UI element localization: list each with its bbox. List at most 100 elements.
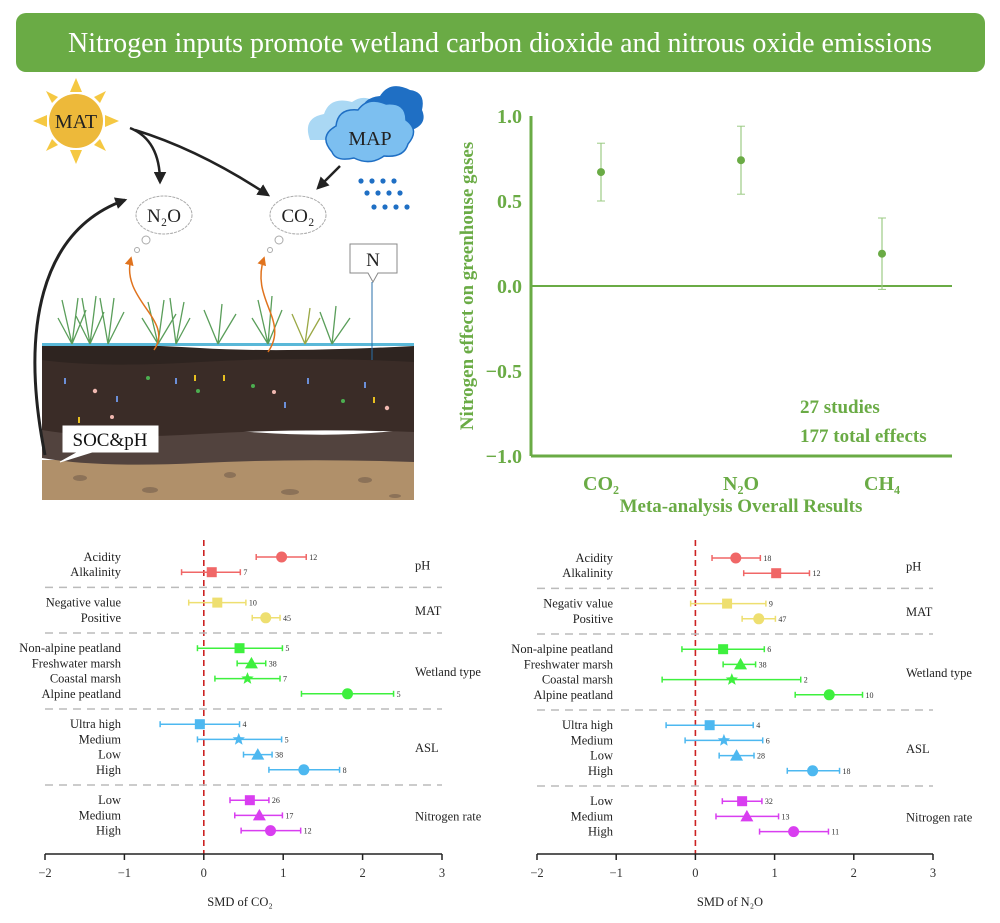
circle-marker (260, 612, 272, 624)
sample-size-label: 5 (285, 735, 289, 744)
sample-size-label: 28 (757, 752, 765, 761)
triangle-marker (730, 749, 744, 761)
x-axis-label: SMD of N₂O (697, 895, 763, 909)
row-label: Non-alpine peatland (511, 642, 613, 656)
row-label: Freshwater marsh (32, 656, 122, 670)
group-label: ASL (906, 742, 930, 756)
circle-marker (753, 613, 765, 625)
sample-size-label: 10 (866, 691, 874, 700)
star-marker (725, 673, 738, 685)
y-tick-label: 0.5 (497, 191, 522, 213)
sample-size-label: 32 (765, 797, 773, 806)
square-marker (234, 643, 245, 654)
rain-cloud-icon: MAP (307, 86, 424, 210)
data-point (597, 168, 605, 177)
sample-size-label: 18 (843, 767, 851, 776)
x-axis-label: SMD of CO₂ (207, 895, 272, 909)
row-label: Freshwater marsh (524, 657, 614, 671)
n2o-bubble: N₂O (134, 195, 193, 253)
row-label: Positive (81, 611, 122, 625)
sample-size-label: 38 (759, 660, 767, 669)
row-label: High (588, 764, 614, 778)
soil-profile (42, 343, 414, 500)
row-label: Low (590, 794, 613, 808)
row-label: Alkalinity (70, 565, 121, 579)
row-label: Alkalinity (562, 566, 613, 580)
star-marker (232, 732, 245, 745)
x-tick-label: CH₄ (864, 473, 900, 495)
co2-label: CO₂ (281, 206, 314, 227)
sun-label: MAT (55, 111, 97, 133)
x-tick-label: 0 (692, 866, 698, 880)
group-label: Wetland type (415, 665, 481, 679)
sample-size-label: 17 (285, 811, 293, 820)
soc-ph-label-box: SOC&pH (59, 425, 159, 463)
group-label: MAT (415, 604, 442, 618)
row-label: Negative value (46, 596, 122, 610)
row-label: Medium (571, 733, 614, 747)
arrow-map-to-co2 (316, 165, 341, 190)
x-tick-label: 3 (930, 866, 936, 880)
influence-arrows (33, 126, 341, 456)
x-tick-label: 1 (771, 866, 777, 880)
row-label: Coastal marsh (50, 672, 122, 686)
sample-size-label: 7 (243, 568, 247, 577)
x-tick-label: CO₂ (583, 473, 619, 495)
sample-size-label: 13 (782, 812, 790, 821)
x-tick-label: −1 (610, 866, 623, 880)
group-label: ASL (415, 741, 439, 755)
data-point (737, 156, 745, 165)
x-tick-label: 3 (439, 866, 445, 880)
sample-size-label: 38 (269, 659, 277, 668)
overall-y-axis-label: Nitrogen effect on greenhouse gases (457, 142, 478, 430)
group-label: Wetland type (906, 666, 972, 680)
arrow-soil-to-n2o (33, 197, 128, 456)
sample-size-label: 18 (763, 554, 771, 563)
triangle-marker (244, 656, 258, 669)
title-banner: Nitrogen inputs promote wetland carbon d… (16, 13, 985, 72)
grass (57, 295, 351, 345)
x-tick-label: −2 (530, 866, 543, 880)
sample-size-label: 2 (804, 676, 808, 685)
circle-marker (788, 826, 800, 838)
row-label: Ultra high (70, 717, 122, 731)
group-label: Nitrogen rate (415, 809, 482, 823)
x-tick-label: 0 (201, 866, 207, 880)
sample-size-label: 38 (275, 751, 283, 760)
data-point (878, 249, 886, 258)
sample-size-label: 6 (767, 645, 771, 654)
square-marker (206, 567, 217, 578)
sample-size-label: 12 (812, 569, 820, 578)
sample-size-label: 47 (778, 615, 786, 624)
sample-size-label: 7 (283, 675, 287, 684)
row-label: Negativ value (543, 597, 613, 611)
row-label: Ultra high (562, 718, 614, 732)
soc-ph-label: SOC&pH (73, 430, 148, 451)
square-marker (212, 597, 223, 608)
effects-annotation: 177 total effects (800, 426, 927, 447)
x-tick-label: 2 (359, 866, 365, 880)
circle-marker (807, 765, 819, 777)
triangle-marker (251, 748, 265, 760)
sample-size-label: 12 (304, 827, 312, 836)
row-label: Alpine peatland (42, 687, 122, 701)
y-tick-label: −0.5 (486, 361, 522, 383)
star-marker (717, 733, 731, 746)
group-label: pH (906, 560, 921, 574)
square-marker (771, 568, 782, 579)
row-label: Acidity (84, 550, 122, 564)
cloud-label: MAP (348, 128, 391, 150)
sample-size-label: 4 (756, 721, 760, 730)
x-tick-label: N₂O (723, 473, 759, 495)
row-label: Alpine peatland (534, 688, 614, 702)
banner-title: Nitrogen inputs promote wetland carbon d… (68, 28, 932, 59)
row-label: Low (590, 749, 613, 763)
sample-size-label: 11 (831, 828, 839, 837)
co2-bubble: CO₂ (267, 195, 327, 253)
row-label: High (588, 825, 614, 839)
x-tick-label: 2 (851, 866, 857, 880)
wetland-illustration: MAT MAP N₂O CO₂ N (33, 78, 424, 500)
y-tick-label: 1.0 (497, 106, 522, 128)
n2o-label: N₂O (147, 206, 181, 227)
